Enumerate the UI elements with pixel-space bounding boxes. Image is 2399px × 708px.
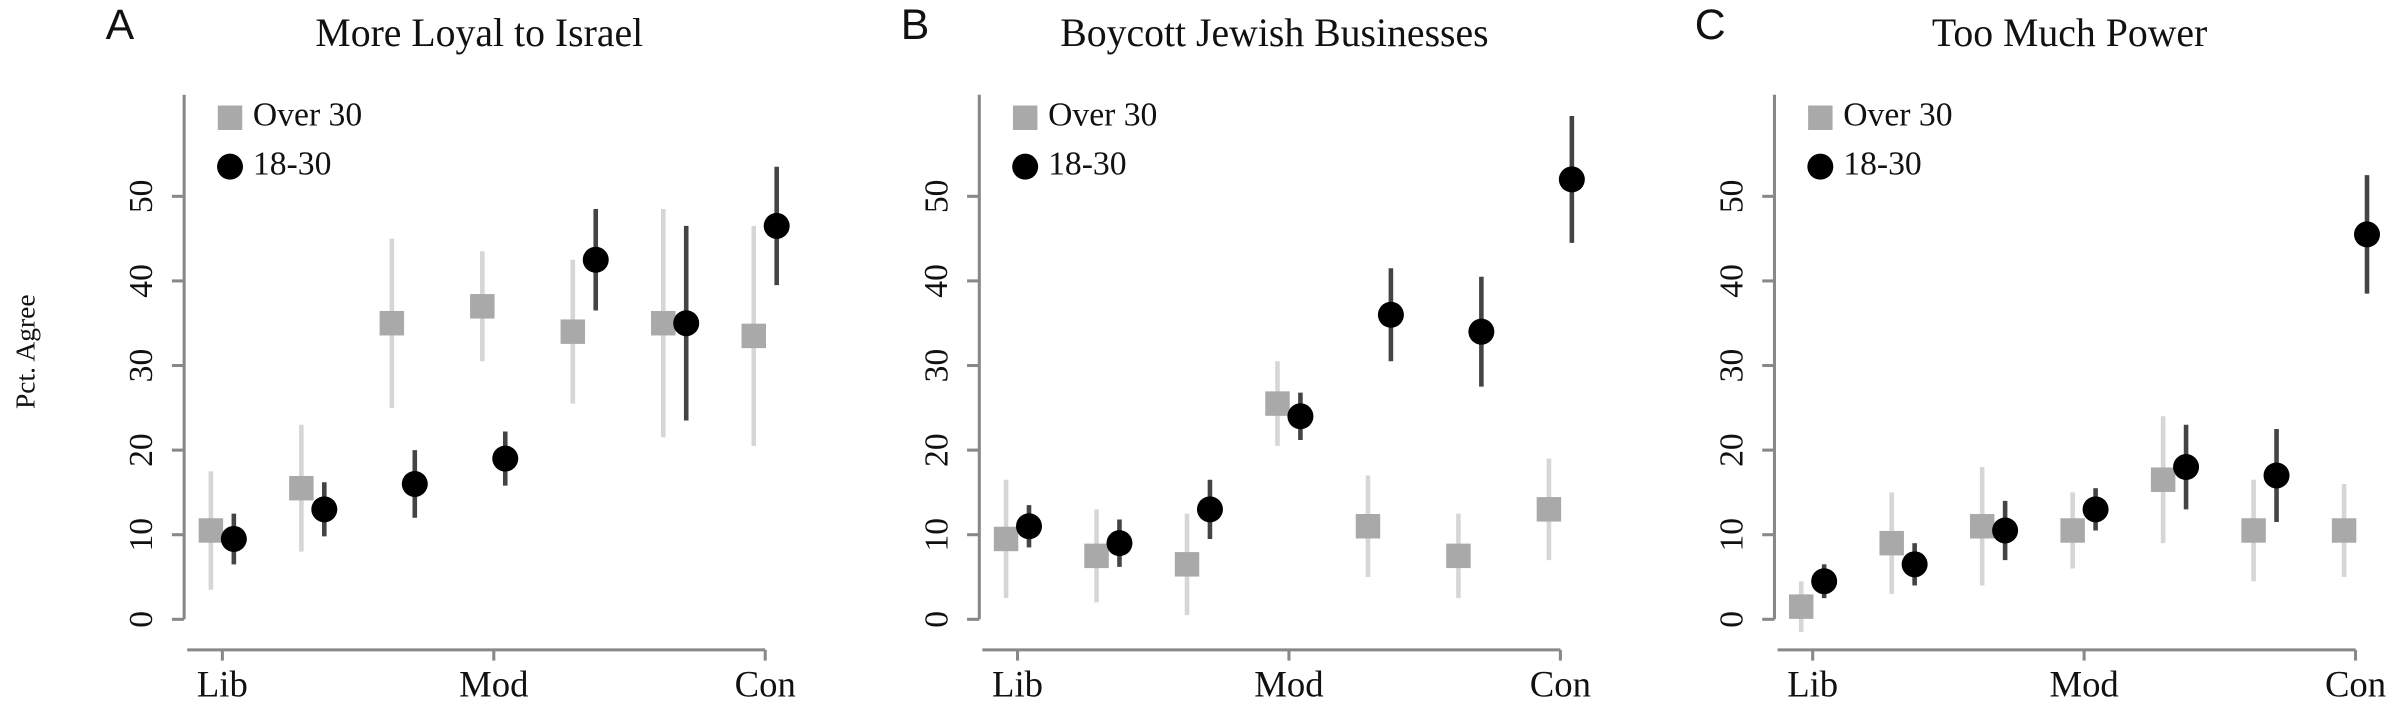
point — [1536, 497, 1562, 522]
point — [763, 212, 790, 239]
point — [582, 246, 609, 273]
y-axis-label: Pct. Agree — [9, 294, 40, 409]
x-tick-label: Con — [2325, 664, 2386, 705]
point — [1084, 543, 1109, 569]
legend-label: 18-30 — [1048, 145, 1126, 182]
point — [492, 445, 519, 472]
point — [379, 310, 405, 336]
x-tick-label: Lib — [992, 664, 1043, 705]
point — [673, 310, 700, 337]
legend-label: Over 30 — [253, 96, 362, 133]
point — [1377, 301, 1404, 328]
y-tick-label: 40 — [123, 264, 160, 298]
x-tick-label: Lib — [1787, 664, 1838, 705]
y-tick-label: 40 — [918, 264, 955, 298]
point — [1468, 318, 1495, 345]
y-tick-label: 20 — [1713, 433, 1750, 467]
legend-marker — [1808, 105, 1833, 130]
y-tick-label: 10 — [123, 518, 160, 552]
legend-label: 18-30 — [253, 145, 331, 182]
legend-label: Over 30 — [1843, 96, 1952, 133]
y-tick-label: 30 — [123, 349, 160, 383]
x-tick-label: Mod — [2049, 664, 2118, 705]
legend-label: Over 30 — [1048, 96, 1157, 133]
point — [311, 496, 338, 523]
panel-label: B — [901, 1, 930, 49]
legend-marker — [1012, 105, 1038, 130]
point — [1879, 530, 1904, 556]
chart-title: More Loyal to Israel — [315, 11, 643, 55]
x-tick-label: Con — [735, 664, 796, 705]
y-tick-label: 10 — [1713, 518, 1750, 552]
point — [1969, 514, 1995, 539]
point — [1901, 551, 1928, 578]
point — [289, 475, 314, 501]
legend-marker — [217, 105, 243, 130]
point — [220, 525, 247, 552]
y-tick-label: 30 — [1713, 349, 1750, 383]
point — [1446, 543, 1471, 569]
point — [2241, 518, 2266, 543]
legend-marker — [217, 153, 244, 180]
legend-marker — [1012, 153, 1039, 180]
legend-marker — [1807, 153, 1834, 180]
point — [1788, 594, 1814, 619]
x-tick-label: Mod — [459, 664, 528, 705]
chart-title: Boycott Jewish Businesses — [1060, 11, 1488, 55]
panel-label: A — [106, 1, 135, 49]
point — [470, 294, 495, 319]
point — [1287, 403, 1314, 430]
y-tick-label: 50 — [123, 180, 160, 214]
y-tick-label: 40 — [1713, 264, 1750, 298]
point — [1811, 568, 1838, 595]
point — [1558, 166, 1585, 193]
y-tick-label: 0 — [1713, 611, 1750, 628]
point — [1106, 530, 1133, 557]
point — [2082, 496, 2109, 523]
panel-label: C — [1695, 1, 1726, 49]
y-tick-label: 50 — [1713, 180, 1750, 214]
y-tick-label: 20 — [123, 433, 160, 467]
point — [198, 518, 224, 543]
point — [741, 323, 766, 349]
point — [2150, 467, 2176, 492]
point — [1196, 496, 1223, 523]
y-tick-label: 20 — [918, 433, 955, 467]
point — [1992, 517, 2019, 544]
point — [560, 319, 586, 344]
x-tick-label: Mod — [1254, 664, 1323, 705]
x-tick-label: Lib — [197, 664, 248, 705]
point — [1174, 552, 1200, 577]
point — [651, 310, 676, 336]
point — [2354, 221, 2381, 248]
x-tick-label: Con — [1530, 664, 1591, 705]
y-tick-label: 30 — [918, 349, 955, 383]
point — [2173, 454, 2200, 481]
y-tick-label: 0 — [123, 611, 160, 628]
y-tick-label: 50 — [918, 180, 955, 214]
point — [401, 470, 428, 497]
chart-title: Too Much Power — [1932, 11, 2207, 55]
y-tick-label: 0 — [918, 611, 955, 628]
point — [1265, 391, 1290, 416]
point — [1355, 514, 1381, 539]
y-tick-label: 10 — [918, 518, 955, 552]
point — [993, 526, 1019, 552]
legend-label: 18-30 — [1843, 145, 1921, 182]
point — [1016, 513, 1042, 540]
point — [2060, 518, 2085, 543]
point — [2331, 518, 2357, 543]
point — [2263, 462, 2290, 489]
